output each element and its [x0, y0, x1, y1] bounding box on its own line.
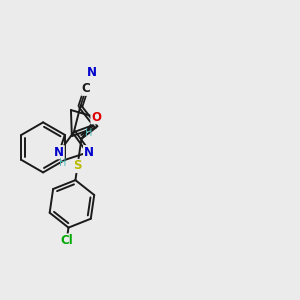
Text: N: N	[54, 146, 64, 159]
Text: Cl: Cl	[60, 234, 73, 247]
Text: N: N	[84, 146, 94, 159]
Text: S: S	[73, 160, 82, 172]
Text: O: O	[91, 111, 101, 124]
Text: N: N	[86, 66, 96, 79]
Text: C: C	[82, 82, 91, 95]
Text: H: H	[85, 128, 93, 138]
Text: H: H	[59, 158, 67, 168]
